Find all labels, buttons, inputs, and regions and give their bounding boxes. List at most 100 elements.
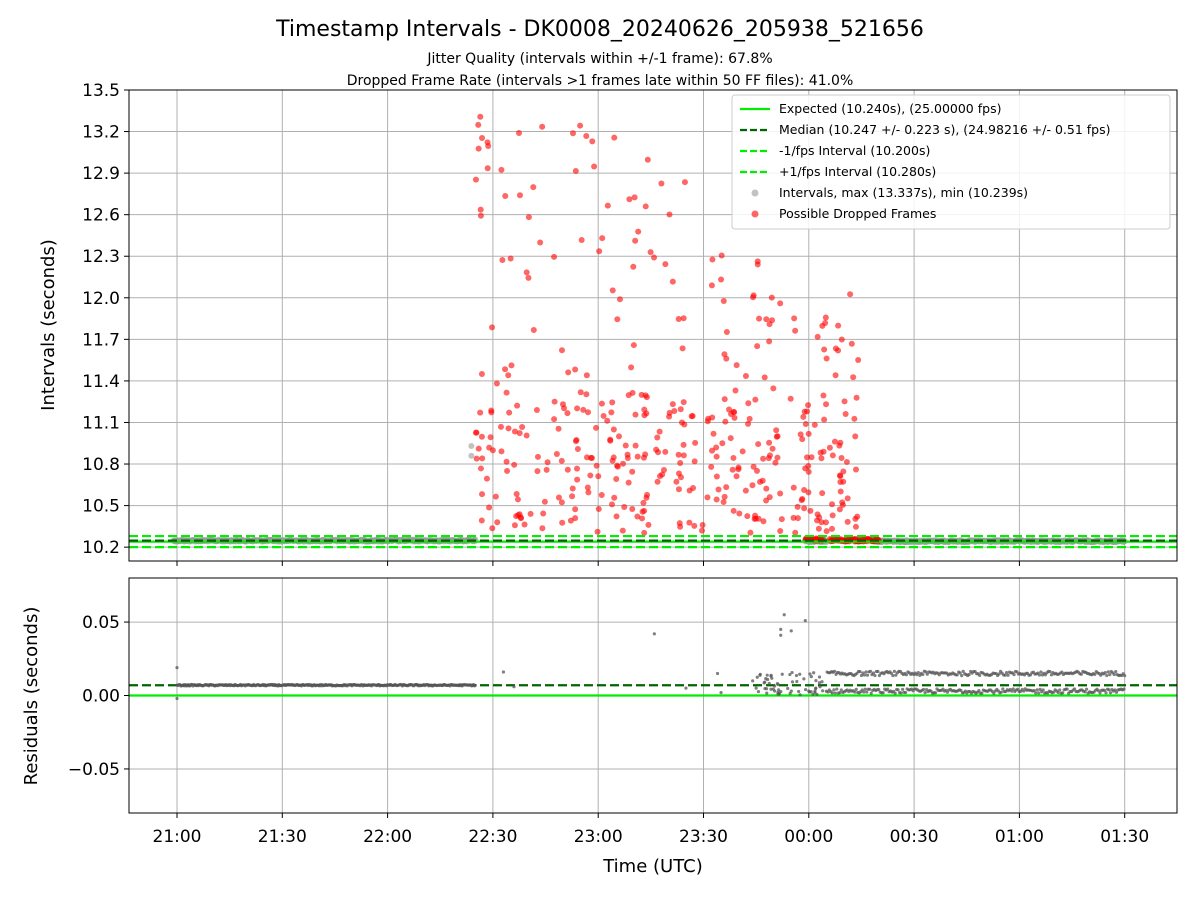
dropped-frame-point <box>818 519 825 526</box>
dropped-frame-point <box>713 453 720 460</box>
dropped-frame-point <box>484 165 491 172</box>
dropped-frame-point <box>844 518 851 525</box>
residual-point <box>1105 673 1109 678</box>
dropped-frame-point <box>686 519 693 526</box>
dropped-frame-point <box>541 498 548 505</box>
residual-point <box>1113 688 1117 692</box>
dropped-frame-point <box>530 184 537 191</box>
dropped-frame-point <box>642 392 649 399</box>
legend: Expected (10.240s), (25.00000 fps) Median… <box>731 94 1171 230</box>
residual-point <box>838 690 842 695</box>
dropped-frame-point <box>820 392 827 399</box>
dropped-frame-point <box>754 343 761 350</box>
dropped-frame-point <box>752 396 759 403</box>
dropped-frame-point <box>644 491 651 498</box>
dropped-frame-point <box>823 401 830 408</box>
dropped-frame-point <box>615 433 622 440</box>
dropped-frame-point <box>730 454 737 461</box>
dropped-frame-point <box>721 396 728 403</box>
dropped-frame-point <box>826 444 833 451</box>
dropped-frame-point <box>660 467 667 474</box>
dropped-frame-point <box>644 156 651 163</box>
dropped-frame-point <box>673 478 680 485</box>
dropped-frame-point <box>639 508 646 515</box>
dropped-frame-point <box>709 447 716 454</box>
residual-point <box>868 687 872 691</box>
residual-point <box>782 613 786 617</box>
residual-point <box>876 669 880 674</box>
residual-point <box>921 687 926 692</box>
dropped-frame-point <box>625 392 632 399</box>
dropped-frame-point <box>492 493 499 500</box>
residual-point <box>924 670 928 674</box>
residual-point <box>916 671 920 675</box>
top-y-axis-label: Intervals (seconds) <box>38 239 59 411</box>
dropped-frame-point <box>681 421 688 428</box>
dropped-frame-point <box>473 455 480 462</box>
dropped-frame-point <box>721 493 728 500</box>
dropped-frame-point <box>583 391 590 398</box>
residual-point <box>775 682 779 686</box>
dropped-frame-point <box>755 515 762 522</box>
dropped-frame-point <box>829 452 836 459</box>
dropped-frame-point <box>805 430 812 437</box>
dropped-frame-point <box>679 345 686 352</box>
dropped-frame-point <box>572 506 579 513</box>
dropped-frame-point <box>742 373 749 380</box>
dropped-frame-point <box>726 406 733 413</box>
dropped-frame-point <box>489 525 496 532</box>
dropped-frame-point <box>799 496 806 503</box>
residual-point <box>865 690 869 694</box>
top-dropped-frame-points <box>472 113 882 545</box>
dropped-frame-point <box>852 523 859 530</box>
dropped-frame-point <box>835 322 842 329</box>
dropped-frame-point <box>791 315 798 322</box>
residual-point <box>977 688 981 693</box>
dropped-frame-point <box>561 405 568 412</box>
dropped-frame-point <box>794 503 801 510</box>
dropped-frame-point <box>720 498 727 505</box>
dropped-frame-point <box>839 501 846 508</box>
dropped-frame-point <box>719 440 726 447</box>
residual-point <box>1065 687 1069 691</box>
residual-point <box>967 672 971 677</box>
dropped-frame-point <box>838 455 845 462</box>
dropped-frame-point <box>669 401 676 408</box>
dropped-frame-point <box>508 362 515 369</box>
top-y-tick-label: 12.0 <box>82 289 120 309</box>
dropped-frame-point <box>604 202 611 209</box>
dropped-frame-point <box>736 510 743 517</box>
dropped-frame-point <box>808 454 815 461</box>
dropped-frame-point <box>723 355 730 362</box>
dropped-frame-point <box>681 179 688 186</box>
residual-point <box>767 681 771 686</box>
dropped-frame-point <box>484 139 491 146</box>
dropped-frame-point <box>475 121 482 128</box>
dropped-frame-point <box>478 517 485 524</box>
dropped-frame-point <box>655 449 662 456</box>
dropped-frame-point <box>763 485 770 492</box>
dropped-frame-point <box>572 366 579 373</box>
dropped-frame-point <box>634 453 641 460</box>
residual-point <box>899 691 903 695</box>
dropped-frame-point <box>730 507 737 514</box>
bottom-y-axis-label: Residuals (seconds) <box>21 607 42 786</box>
dropped-frame-point <box>840 468 847 475</box>
dropped-frame-point <box>628 364 635 371</box>
x-tick-label: 23:00 <box>574 827 623 847</box>
dropped-frame-point <box>829 501 836 508</box>
residual-point <box>1001 687 1005 691</box>
dropped-frame-point <box>777 528 784 535</box>
residual-point <box>960 674 964 678</box>
dropped-frame-point <box>843 458 850 465</box>
dropped-frame-point <box>503 458 510 465</box>
dropped-frame-point <box>832 372 839 379</box>
dropped-frame-point <box>852 433 859 440</box>
residual-point <box>1006 673 1010 677</box>
dropped-frame-point <box>651 254 658 261</box>
residual-point <box>1106 670 1110 674</box>
residual-point <box>858 670 862 674</box>
residual-point <box>814 679 818 683</box>
residual-point <box>1052 690 1056 694</box>
dropped-frame-point <box>472 176 479 183</box>
